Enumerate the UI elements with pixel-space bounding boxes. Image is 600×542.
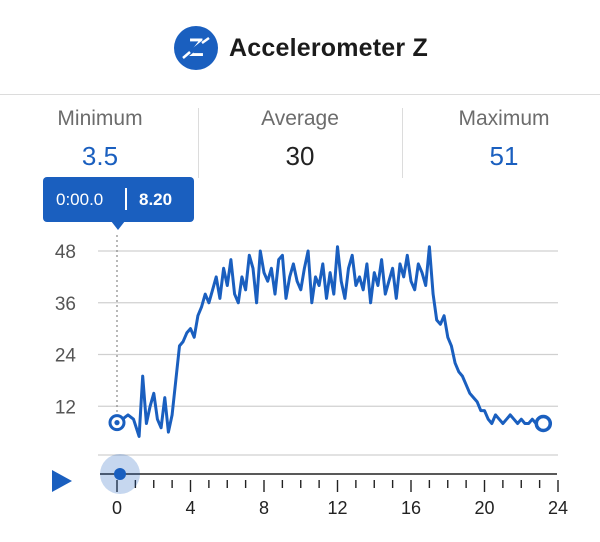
stats-divider — [198, 108, 199, 178]
header: Z Accelerometer Z — [0, 0, 600, 95]
accelerometer-z-icon: Z — [174, 26, 218, 70]
x-tick-label: 24 — [548, 498, 568, 518]
end-marker — [534, 414, 553, 433]
x-tick-label: 8 — [259, 498, 269, 518]
header-title-group: Z Accelerometer Z — [174, 26, 428, 70]
series-markers — [108, 414, 553, 433]
tooltip-time: 0:00.0 — [56, 190, 104, 209]
play-button[interactable] — [50, 467, 76, 495]
scrubber-handle[interactable] — [114, 468, 126, 480]
x-tick-label: 12 — [327, 498, 347, 518]
y-axis-ticks: 12 24 36 48 — [55, 242, 77, 418]
maximum-label: Maximum — [458, 107, 550, 130]
series-line — [115, 245, 545, 438]
y-tick-label: 24 — [55, 346, 77, 367]
y-tick-label: 48 — [55, 242, 76, 263]
chart-area[interactable]: 12 24 36 48 0 4 8 12 16 20 24 — [0, 170, 600, 542]
minimum-value: 3.5 — [81, 141, 119, 171]
x-tick-label: 0 — [112, 498, 122, 518]
value-tooltip: 0:00.0 8.20 — [43, 177, 194, 230]
start-marker-dot — [114, 420, 120, 426]
y-tick-label: 36 — [55, 294, 76, 315]
y-tick-label: 12 — [55, 397, 76, 418]
stats-panel: Minimum 3.5 Average 30 Maximum 51 — [0, 96, 600, 188]
tooltip-value: 8.20 — [139, 190, 173, 209]
accelerometer-z-glyph: Z — [179, 34, 213, 62]
page-title: Accelerometer Z — [229, 33, 428, 62]
tooltip-pointer — [111, 221, 125, 230]
stats-divider — [402, 108, 403, 178]
minimum-label: Minimum — [57, 107, 143, 130]
maximum-value: 51 — [489, 141, 519, 171]
x-axis-ticks: 0 4 8 12 16 20 24 — [112, 480, 568, 518]
chart-grid — [98, 250, 558, 456]
x-tick-label: 4 — [185, 498, 195, 518]
x-tick-label: 16 — [401, 498, 421, 518]
tooltip-separator — [125, 188, 127, 210]
x-tick-label: 20 — [474, 498, 494, 518]
average-value: 30 — [285, 141, 315, 171]
play-icon[interactable] — [50, 467, 76, 495]
average-label: Average — [261, 107, 339, 130]
